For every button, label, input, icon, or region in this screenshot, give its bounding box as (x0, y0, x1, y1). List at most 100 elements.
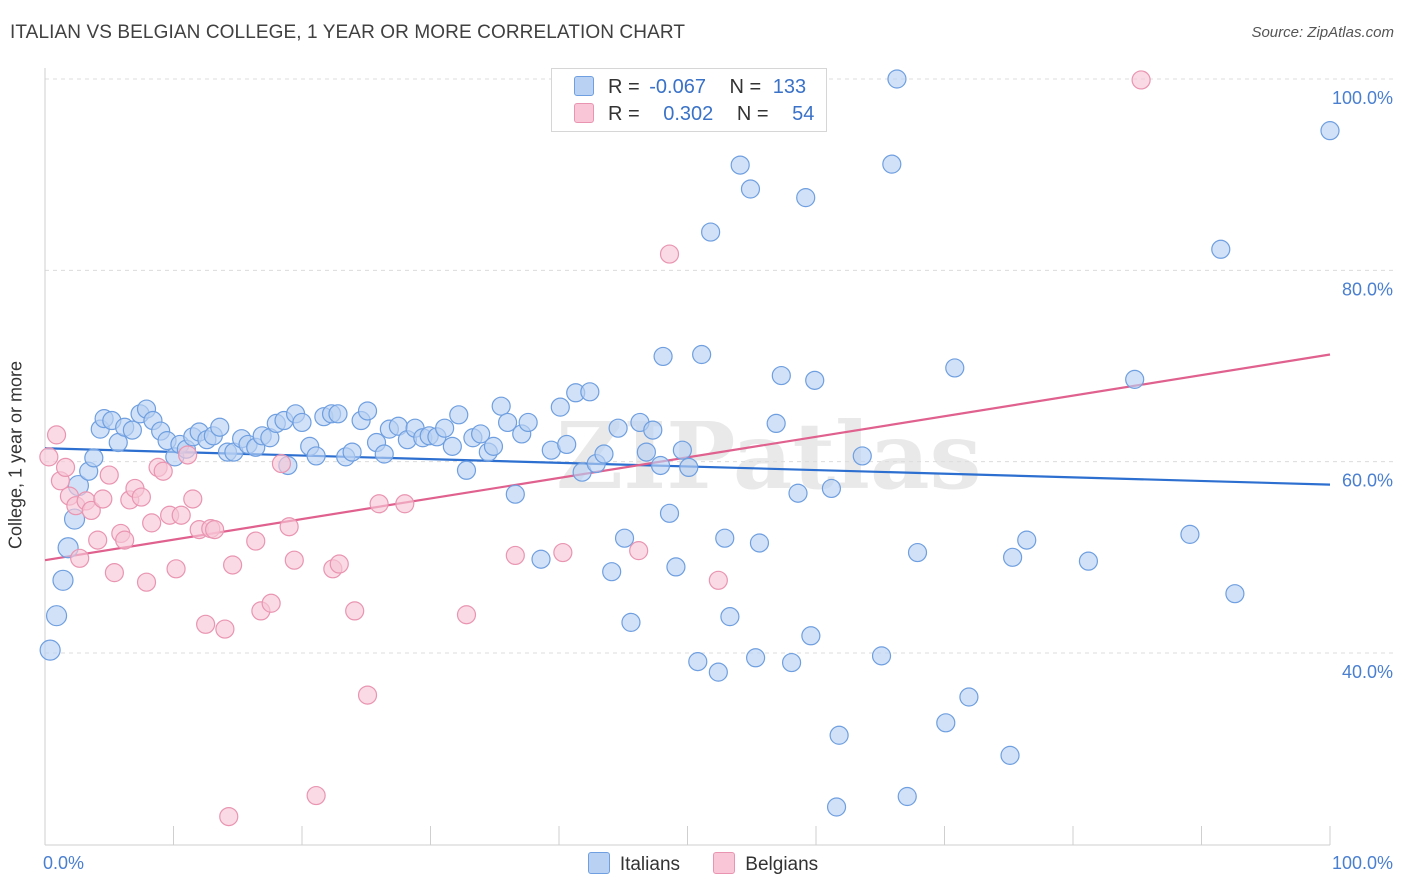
r-value: -0.067 (649, 76, 706, 98)
belgians-point (104, 563, 124, 583)
legend-item-italians: Italians (587, 852, 681, 876)
gridlines (45, 78, 1395, 654)
italians-point (491, 396, 511, 416)
n-value: 133 (772, 76, 807, 98)
italians-point (580, 382, 600, 402)
legend-item-belgians: Belgians (713, 852, 818, 876)
italians-point (292, 412, 312, 433)
belgians-point (369, 494, 389, 514)
r-label: R = (608, 76, 640, 98)
belgians-point (131, 487, 151, 507)
italians-point (788, 483, 808, 503)
italians-point (39, 639, 61, 661)
r-value: 0.302 (663, 103, 714, 125)
italians-point (1225, 584, 1245, 604)
italians-point (730, 155, 750, 175)
belgians-point (329, 554, 349, 574)
italians-point (621, 612, 641, 632)
italians-swatch (574, 76, 594, 96)
belgians-point (261, 593, 281, 613)
italians-point (715, 528, 735, 548)
italians-point (826, 797, 847, 817)
belgians-point (456, 605, 477, 625)
italians-point (306, 446, 326, 466)
italians-point (659, 503, 680, 523)
belgians-point (629, 541, 649, 561)
italians-point (572, 462, 592, 482)
italians-point (608, 418, 628, 438)
italians-point (746, 648, 766, 668)
belgians-point (271, 453, 292, 474)
italians-point (602, 562, 622, 582)
italians-point (801, 626, 821, 646)
italians-point (643, 420, 663, 440)
belgians-point (183, 489, 203, 509)
chart-title: ITALIAN VS BELGIAN COLLEGE, 1 YEAR OR MO… (10, 22, 686, 43)
italians-point (821, 478, 842, 499)
series-legend: Italians Belgians (0, 852, 1406, 876)
italians-point (936, 713, 956, 733)
italians-point (708, 662, 728, 682)
italians-point (122, 420, 142, 440)
italians-point (692, 344, 712, 365)
italians-point (650, 455, 671, 476)
belgians-point (81, 500, 101, 521)
italians-point (796, 188, 816, 208)
italians-point (328, 404, 348, 424)
belgians-point (223, 555, 243, 575)
italians-point (471, 424, 491, 444)
belgians-point (505, 545, 525, 566)
legend-label-belgians: Belgians (745, 854, 819, 875)
belgians-point (136, 572, 157, 592)
italians-point (720, 607, 740, 627)
belgians-point (553, 542, 573, 563)
italians-point (594, 444, 614, 464)
italians-point (1180, 524, 1200, 544)
italians-point (483, 436, 504, 456)
belgians-point (395, 494, 415, 514)
belgians-point (219, 806, 239, 827)
y-tick-label: 80.0% (1342, 279, 1393, 299)
y-tick-label: 60.0% (1342, 471, 1393, 491)
italians-point (614, 528, 635, 548)
y-tick-label: 40.0% (1342, 662, 1393, 682)
n-label: N = (729, 76, 762, 98)
italians-point (505, 484, 525, 504)
legend-row-belgians: R = 0.302 N = 54 (574, 103, 814, 127)
italians-point (1078, 551, 1099, 571)
belgians-point (93, 489, 113, 509)
belgians-point (99, 465, 119, 485)
italians-point (666, 557, 686, 577)
italians-point (210, 417, 230, 437)
italians-point (672, 440, 692, 460)
italians-point (882, 154, 902, 174)
belgians-point (70, 548, 90, 568)
italians-point (435, 418, 455, 438)
italians-point (907, 542, 928, 563)
belgians-point (171, 505, 191, 525)
y-tick-label: 100.0% (1332, 88, 1393, 108)
y-tick-labels: 40.0% 60.0% 80.0% 100.0% (1332, 88, 1393, 682)
belgians-point (659, 244, 680, 264)
legend-label-italians: Italians (619, 854, 681, 875)
belgians-point (178, 445, 198, 465)
belgians-point (55, 457, 76, 478)
italians-point (531, 549, 551, 569)
italians-point (342, 442, 362, 462)
italians-point (1211, 239, 1231, 259)
italians-point (740, 179, 761, 199)
belgians-point (284, 550, 304, 570)
n-value: 54 (792, 103, 815, 125)
italians-point (887, 69, 907, 89)
belgians-point (46, 425, 67, 445)
italians-point (456, 460, 477, 480)
belgians-point (142, 513, 162, 533)
belgians-point (196, 614, 216, 634)
italians-point (959, 687, 979, 707)
italians-point (1320, 121, 1340, 141)
belgians-point (153, 461, 173, 481)
n-label: N = (736, 103, 769, 125)
belgians-swatch (574, 103, 594, 123)
italians-point (679, 457, 699, 478)
italians-point (852, 446, 872, 466)
